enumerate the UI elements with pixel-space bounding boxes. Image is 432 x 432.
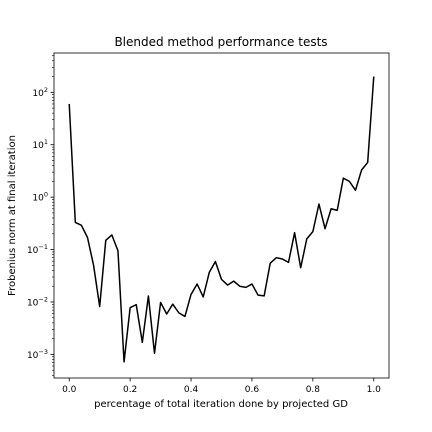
x-tick-label: 0.6	[245, 385, 260, 395]
plot-area	[53, 52, 390, 379]
x-tick-label: 0.4	[184, 385, 199, 395]
y-tick-label: 10−3	[27, 348, 48, 361]
x-tick-label: 1.0	[367, 385, 382, 395]
y-tick-label: 101	[32, 138, 48, 151]
y-axis: 10−3 10−2 10−1 100 101 102	[27, 55, 54, 376]
y-tick-label: 100	[32, 191, 48, 204]
y-tick-label: 10−1	[27, 243, 48, 256]
y-tick-label: 102	[32, 86, 48, 99]
x-axis: 0.0 0.2 0.4 0.6 0.8 1.0	[62, 378, 381, 395]
x-tick-label: 0.8	[306, 385, 321, 395]
y-axis-label: Frobenius norm at final iteration	[7, 135, 18, 296]
chart-title: Blended method performance tests	[114, 35, 327, 49]
x-tick-label: 0.2	[123, 385, 137, 395]
x-axis-label: percentage of total iteration done by pr…	[94, 399, 348, 410]
x-tick-label: 0.0	[62, 385, 77, 395]
series-layer	[68, 76, 375, 363]
y-tick-label: 10−2	[27, 295, 48, 308]
